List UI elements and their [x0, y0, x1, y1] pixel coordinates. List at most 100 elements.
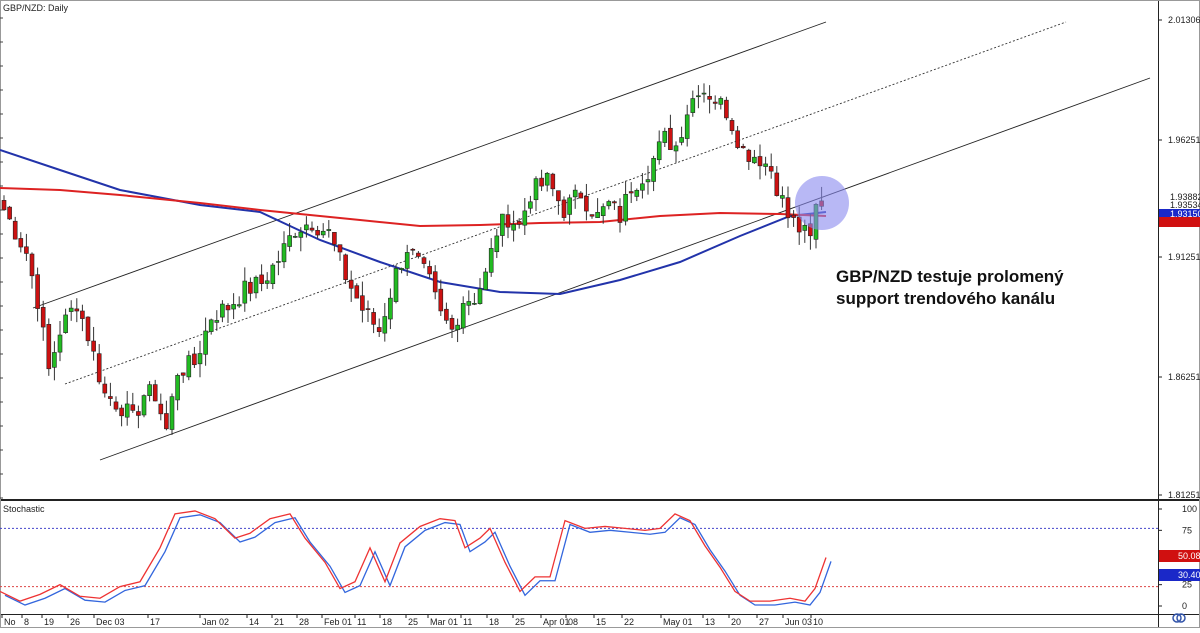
- candle-body: [169, 396, 175, 430]
- candle-body: [180, 372, 186, 376]
- candle-body: [432, 271, 438, 293]
- stoch-tick-label: 100: [1182, 504, 1197, 514]
- candle: [203, 317, 208, 366]
- candle-body: [606, 201, 612, 207]
- x-tick-label: No: [4, 617, 16, 627]
- candle: [343, 253, 348, 285]
- candle: [113, 396, 119, 412]
- candle-body: [488, 248, 494, 273]
- candle: [774, 166, 780, 197]
- stochastic-title: Stochastic: [3, 504, 45, 514]
- price-label: 1.93150: [1170, 209, 1200, 219]
- candle-body: [80, 310, 85, 319]
- candle: [91, 326, 96, 361]
- candle: [136, 405, 141, 429]
- candle-body: [528, 201, 533, 209]
- candle-body: [158, 403, 164, 415]
- x-tick-label: Dec 03: [96, 617, 125, 627]
- candle-body: [108, 396, 113, 399]
- candle-body: [735, 130, 740, 148]
- candle-body: [449, 318, 455, 330]
- x-tick-label: 10: [813, 617, 823, 627]
- x-tick-label: 25: [515, 617, 525, 627]
- candle: [354, 283, 360, 299]
- candle-body: [673, 145, 679, 152]
- candle-body: [410, 248, 416, 251]
- candle-body: [416, 252, 421, 257]
- candle-body: [270, 264, 276, 285]
- candle-body: [102, 383, 108, 394]
- candle-body: [348, 279, 354, 289]
- candle: [152, 379, 158, 402]
- candle-body: [500, 213, 505, 236]
- candle: [516, 218, 522, 229]
- candle-body: [645, 179, 651, 183]
- candle: [35, 267, 40, 322]
- candle: [494, 228, 500, 259]
- candle: [690, 90, 696, 117]
- candle-body: [332, 232, 337, 245]
- x-tick-label: 11: [463, 617, 472, 627]
- candle: [186, 350, 192, 381]
- candle: [320, 223, 326, 238]
- stoch-value-label: 30.40: [1178, 570, 1200, 580]
- stoch-k-line: [4, 514, 832, 606]
- stoch-value-bg: [1159, 569, 1200, 581]
- candle-body: [584, 196, 589, 212]
- candle-body: [96, 353, 102, 383]
- stoch-tick-label: 0: [1182, 601, 1187, 611]
- candle: [281, 231, 287, 269]
- candle: [684, 104, 690, 147]
- candle: [623, 180, 628, 226]
- candle: [270, 263, 276, 290]
- candle-body: [371, 312, 376, 325]
- x-tick-label: 17: [150, 617, 160, 627]
- candle-body: [57, 334, 63, 353]
- candle-body: [264, 280, 270, 284]
- candle: [511, 210, 516, 242]
- candle: [472, 292, 477, 306]
- candle: [158, 393, 164, 421]
- x-tick-label: 8: [24, 617, 29, 627]
- candle-body: [242, 280, 248, 304]
- candle: [617, 198, 623, 233]
- candle-body: [483, 271, 488, 290]
- candle: [466, 290, 472, 316]
- candle-body: [740, 145, 746, 149]
- x-tick-label: Mar 01: [430, 617, 458, 627]
- candle: [376, 318, 382, 337]
- candle-body: [225, 305, 231, 311]
- axes: 2.01306 1.96251 1.91251 1.86251 1.81251 1.938…: [0, 15, 1200, 627]
- candle-body: [651, 158, 656, 182]
- candle-body: [208, 319, 214, 332]
- candle: [130, 392, 136, 413]
- candle: [102, 376, 108, 398]
- candle-body: [354, 285, 360, 299]
- candle-body: [600, 206, 606, 216]
- candle-body: [393, 268, 399, 302]
- candle: [12, 216, 18, 240]
- candle-body: [29, 253, 35, 277]
- x-tick-label: 18: [489, 617, 499, 627]
- x-tick-label: 21: [274, 617, 284, 627]
- candle-body: [63, 314, 68, 333]
- highlight-circle: [795, 176, 849, 230]
- x-tick-label: 20: [731, 617, 741, 627]
- channel-lower-line: [99, 77, 1151, 461]
- candle-body: [130, 404, 136, 411]
- candle: [488, 238, 494, 277]
- candle: [544, 171, 550, 192]
- candle-body: [578, 192, 584, 199]
- candle: [40, 300, 46, 341]
- candle-body: [119, 407, 124, 417]
- candle: [589, 214, 595, 219]
- candle-body: [404, 252, 410, 269]
- candle: [29, 252, 35, 289]
- candle-body: [595, 212, 600, 218]
- candle: [214, 310, 220, 331]
- price-label: 1.93882: [1170, 192, 1200, 202]
- candle: [785, 186, 791, 228]
- price-label-bg: [1159, 209, 1200, 219]
- x-tick-label: 19: [44, 617, 54, 627]
